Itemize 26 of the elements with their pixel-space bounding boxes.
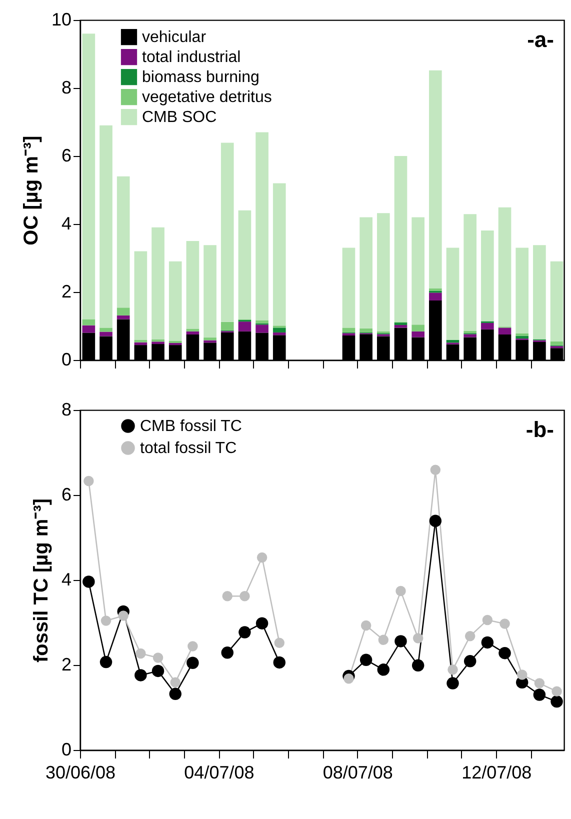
y-tick-label: 6	[61, 146, 72, 166]
y-tick-label: 2	[61, 282, 72, 302]
y-axis-title: OC [µg m⁻³]	[20, 136, 42, 246]
legend-label: biomass burning	[142, 69, 260, 86]
annotation: -a-	[527, 27, 554, 52]
legend-label: vehicular	[142, 29, 207, 46]
x-tick-label: 08/07/08	[322, 762, 393, 782]
legend-label: vegetative detritus	[142, 89, 272, 106]
y-tick-label: 10	[51, 10, 72, 30]
y-tick-label: 2	[61, 654, 72, 674]
legend-label: CMB fossil TC	[140, 418, 242, 435]
legend-label: total industrial	[142, 49, 241, 66]
y-tick-label: 4	[61, 214, 72, 234]
y-tick-label: 6	[61, 484, 72, 504]
legend-label: total fossil TC	[140, 440, 237, 457]
y-axis-title: fossil TC [µg m⁻³]	[30, 498, 52, 663]
y-tick-label: 8	[61, 78, 72, 98]
y-tick-label: 0	[61, 350, 72, 370]
x-tick-label: 12/07/08	[462, 762, 532, 782]
legend-label: CMB SOC	[142, 109, 217, 126]
x-tick-label: 30/06/08	[45, 762, 116, 782]
y-tick-label: 8	[61, 400, 72, 420]
y-tick-label: 4	[61, 570, 72, 590]
x-tick-label: 04/07/08	[184, 762, 254, 782]
y-tick-label: 0	[61, 740, 72, 760]
annotation: -b-	[526, 417, 554, 442]
